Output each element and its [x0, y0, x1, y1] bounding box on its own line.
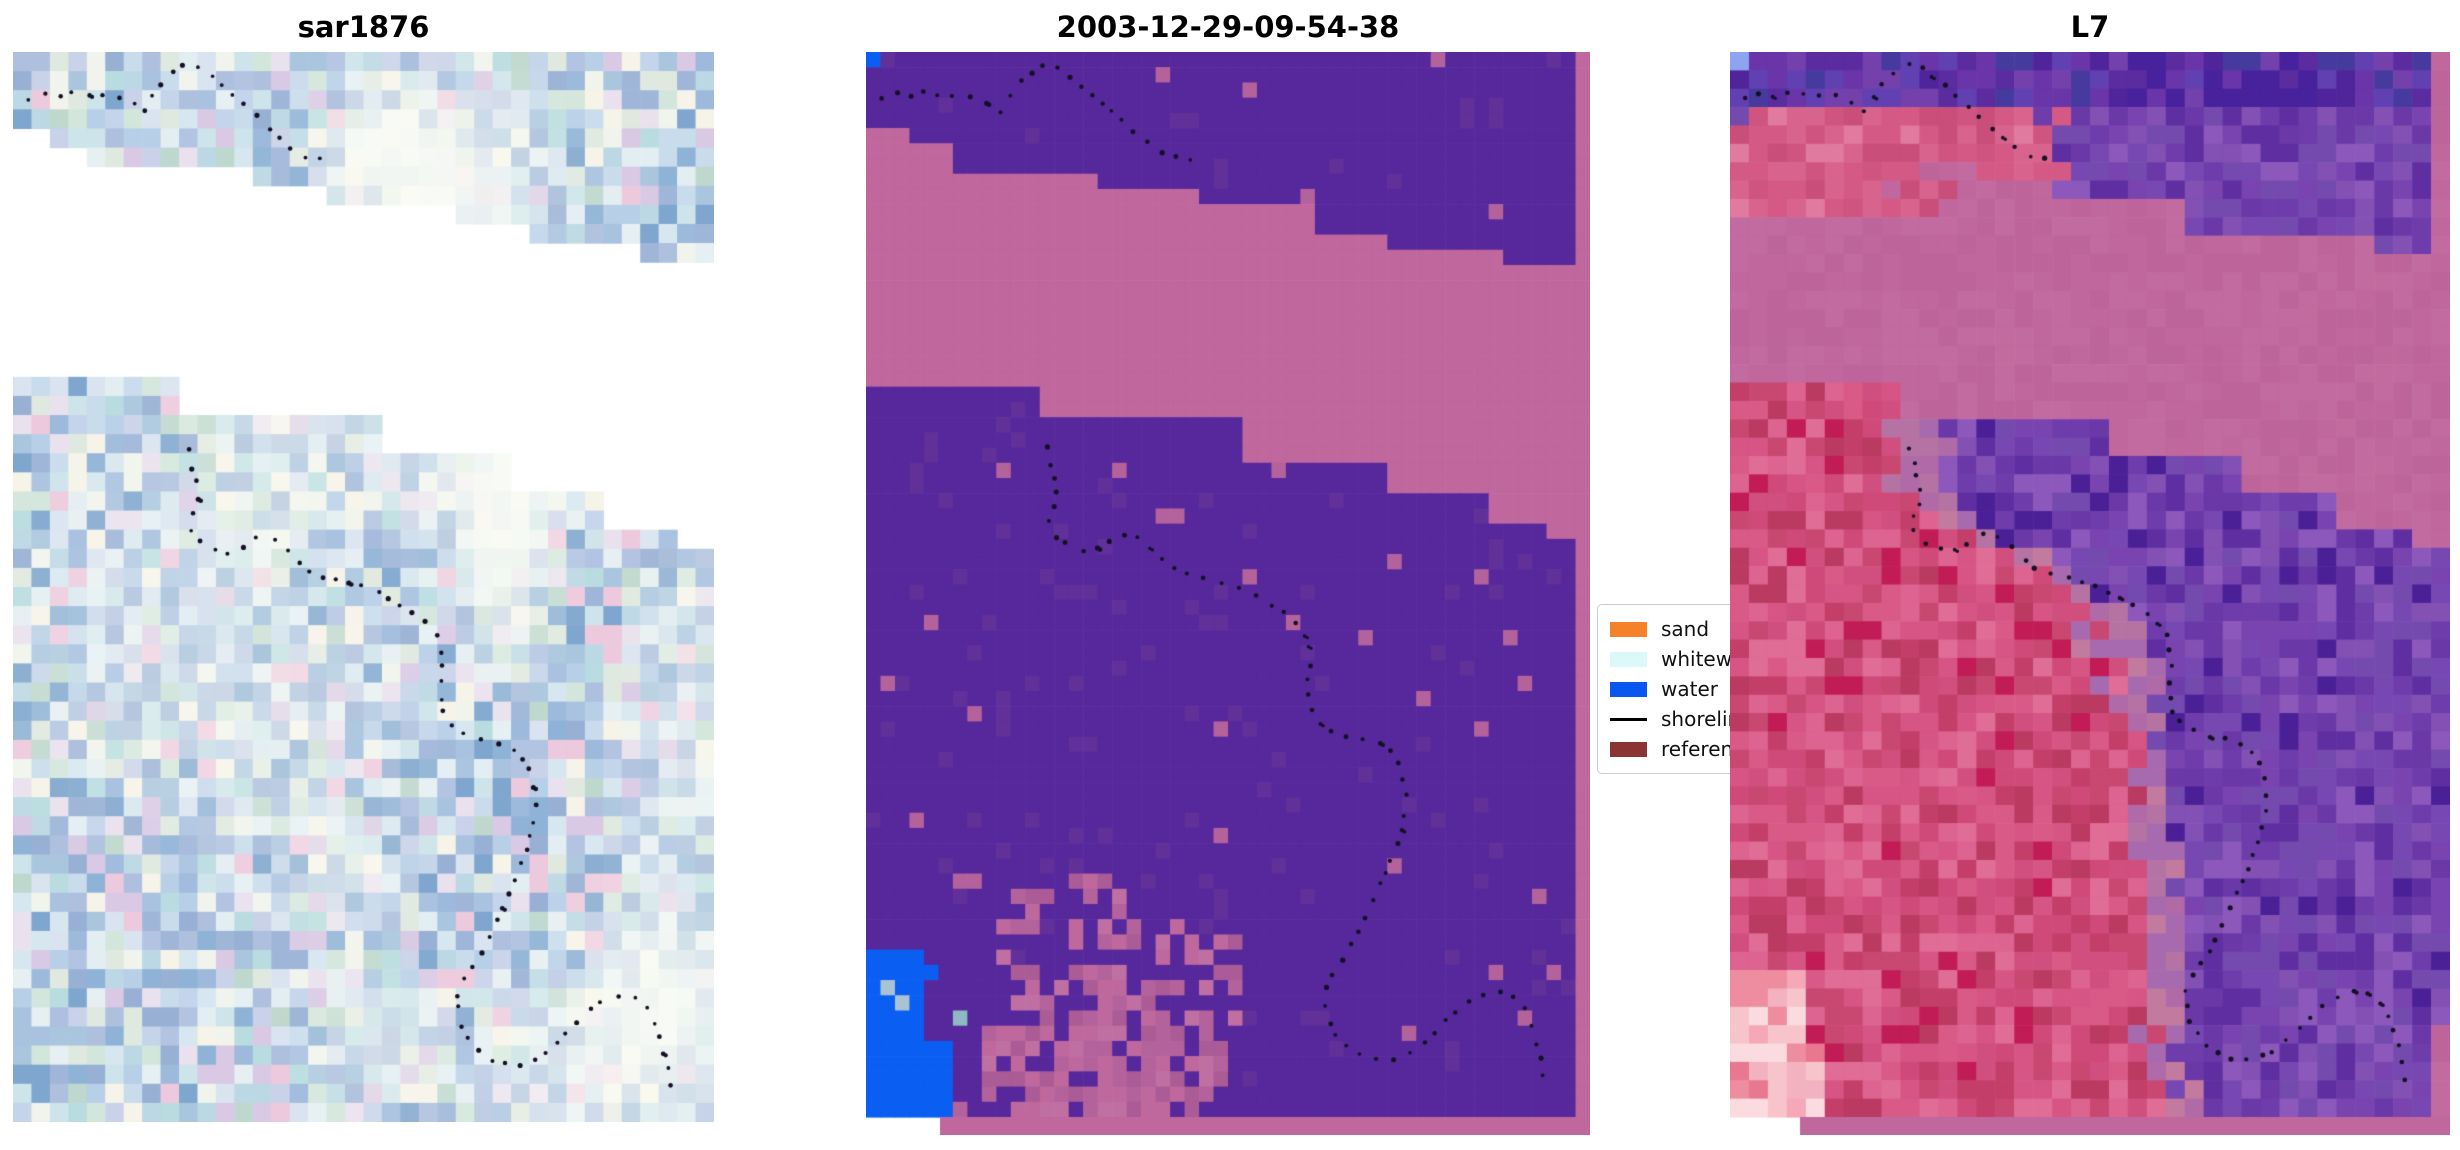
panel-title-timestamp: 2003-12-29-09-54-38 [1056, 10, 1400, 44]
legend-color-swatch [1610, 681, 1647, 697]
legend-label: sand [1661, 617, 1710, 641]
legend-line-swatch [1610, 717, 1647, 721]
panel-timestamp-image [866, 52, 1590, 1135]
legend-row: water [1610, 674, 1796, 704]
legend-row: sand [1610, 614, 1796, 644]
legend-color-swatch [1610, 651, 1647, 667]
legend-color-swatch [1610, 741, 1647, 757]
panel-l7-image [1730, 52, 2450, 1135]
legend-label: water [1661, 677, 1718, 701]
panel-title-l7: L7 [2070, 10, 2110, 44]
panel-title-sar1876: sar1876 [297, 10, 430, 44]
legend-color-swatch [1610, 621, 1647, 637]
panel-sar1876-image [13, 52, 714, 1122]
